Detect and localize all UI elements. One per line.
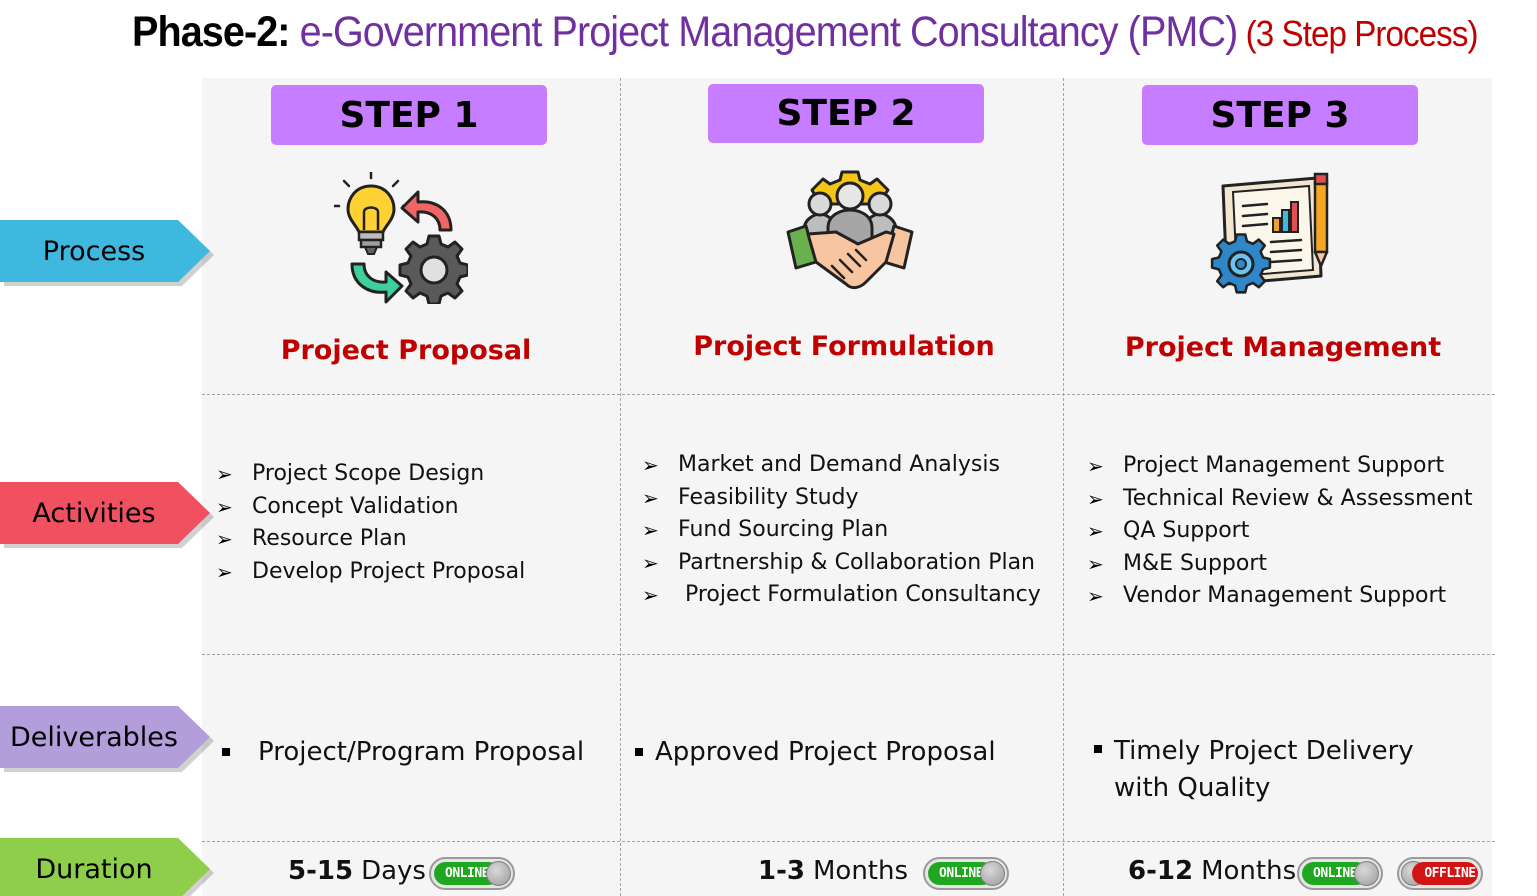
- step-3-activities: ➢ Project Management Support ➢ Technical R…: [1087, 450, 1473, 613]
- step-3-badge: STEP 3: [1142, 85, 1418, 145]
- arrowhead-bullet-icon: ➢: [216, 527, 233, 551]
- team-handshake-gear-icon: [786, 170, 914, 290]
- title-main: e-Government Project Management Consulta…: [289, 8, 1239, 56]
- step-3-duration: 6-12 Months: [1128, 856, 1296, 886]
- arrowhead-bullet-icon: ➢: [642, 453, 659, 477]
- duration-value: 6-12: [1128, 856, 1194, 886]
- title-prefix: Phase-2:: [132, 8, 290, 56]
- arrowhead-bullet-icon: ➢: [1087, 584, 1104, 608]
- list-item: ➢ Feasibility Study: [642, 482, 1041, 515]
- list-item: ➢ Technical Review & Assessment: [1087, 483, 1473, 516]
- list-item: ➢ M&E Support: [1087, 548, 1473, 581]
- column-divider: [1063, 78, 1064, 896]
- step-1-duration: 5-15 Days: [288, 856, 426, 886]
- step-2-name: Project Formulation: [693, 331, 995, 362]
- arrowhead-bullet-icon: ➢: [642, 518, 659, 542]
- step-2-activities: ➢ Market and Demand Analysis ➢ Feasibility…: [642, 449, 1041, 612]
- duration-value: 5-15: [288, 856, 354, 886]
- duration-unit: Months: [1201, 856, 1297, 886]
- online-toggle[interactable]: ONLINE: [429, 857, 515, 890]
- arrowhead-bullet-icon: ➢: [1087, 519, 1104, 543]
- row-label-process: Process: [0, 220, 210, 282]
- list-item: ➢ Project Scope Design: [216, 458, 525, 491]
- list-item: ➢ Develop Project Proposal: [216, 556, 525, 589]
- arrowhead-bullet-icon: ➢: [642, 583, 659, 607]
- online-toggle[interactable]: ONLINE: [923, 857, 1009, 890]
- online-label: ONLINE: [1302, 862, 1368, 885]
- row-divider: [202, 394, 1495, 395]
- online-toggle[interactable]: ONLINE: [1297, 857, 1383, 890]
- step-1-badge: STEP 1: [271, 85, 547, 145]
- arrowhead-bullet-icon: ➢: [216, 462, 233, 486]
- toggle-knob-icon: [1354, 861, 1379, 886]
- row-divider: [202, 654, 1495, 655]
- arrowhead-bullet-icon: ➢: [642, 485, 659, 510]
- list-item: ➢ Project Formulation Consultancy: [642, 579, 1041, 612]
- offline-toggle[interactable]: OFFLINE: [1397, 857, 1483, 890]
- list-item: ➢ Fund Sourcing Plan: [642, 514, 1041, 547]
- offline-label: OFFLINE: [1412, 862, 1478, 885]
- step-3-name: Project Management: [1124, 332, 1442, 363]
- step-1-name: Project Proposal: [280, 335, 532, 366]
- step-2-duration: 1-3 Months: [758, 856, 908, 886]
- list-item: ➢ Project Management Support: [1087, 450, 1473, 483]
- report-chart-gear-pencil-icon: [1210, 172, 1329, 294]
- list-item: ➢ QA Support: [1087, 515, 1473, 548]
- arrowhead-bullet-icon: ➢: [1087, 486, 1104, 511]
- step-2-deliverable: Approved Project Proposal: [635, 734, 996, 771]
- step-1-activities: ➢ Project Scope Design ➢ Concept Validatio…: [216, 458, 525, 588]
- duration-value: 1-3: [758, 856, 805, 886]
- online-label: ONLINE: [434, 862, 500, 885]
- row-divider: [202, 841, 1495, 842]
- row-label-duration: Duration: [0, 838, 210, 896]
- square-bullet-icon: [1094, 745, 1102, 753]
- square-bullet-icon: [222, 748, 230, 756]
- page-title: Phase-2: e-Government Project Management…: [132, 8, 1478, 57]
- list-item: ➢ Resource Plan: [216, 523, 525, 556]
- arrowhead-bullet-icon: ➢: [1087, 454, 1104, 478]
- list-item: ➢ Vendor Management Support: [1087, 580, 1473, 613]
- list-item: ➢ Market and Demand Analysis: [642, 449, 1041, 482]
- toggle-knob-icon: [486, 861, 511, 886]
- duration-unit: Months: [812, 856, 909, 886]
- arrowhead-bullet-icon: ➢: [1087, 551, 1104, 576]
- row-label-deliverables: Deliverables: [0, 706, 210, 768]
- row-label-activities: Activities: [0, 482, 210, 544]
- column-divider: [620, 78, 621, 896]
- lightbulb-gear-cycle-icon: [334, 172, 468, 304]
- online-label: ONLINE: [928, 862, 994, 885]
- list-item: ➢ Partnership & Collaboration Plan: [642, 547, 1041, 580]
- step-1-deliverable: Project/Program Proposal: [222, 734, 584, 771]
- arrowhead-bullet-icon: ➢: [216, 494, 233, 519]
- title-suffix: (3 Step Process): [1237, 13, 1479, 54]
- arrowhead-bullet-icon: ➢: [216, 559, 233, 584]
- toggle-knob-icon: [980, 861, 1005, 886]
- duration-unit: Days: [361, 856, 426, 886]
- arrowhead-bullet-icon: ➢: [642, 550, 659, 575]
- square-bullet-icon: [635, 748, 643, 756]
- step-3-deliverable: Timely Project Delivery with Quality: [1094, 733, 1414, 807]
- step-2-badge: STEP 2: [708, 84, 984, 143]
- list-item: ➢ Concept Validation: [216, 491, 525, 524]
